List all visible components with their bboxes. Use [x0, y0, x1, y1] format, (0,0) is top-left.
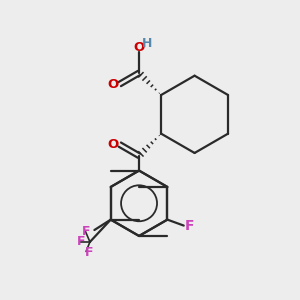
Text: F: F [77, 236, 86, 248]
Text: O: O [134, 41, 145, 55]
Text: O: O [108, 78, 119, 91]
Text: F: F [185, 219, 194, 232]
Text: O: O [108, 138, 119, 151]
Text: H: H [142, 37, 153, 50]
Text: F: F [84, 246, 93, 259]
Text: F: F [81, 225, 90, 238]
